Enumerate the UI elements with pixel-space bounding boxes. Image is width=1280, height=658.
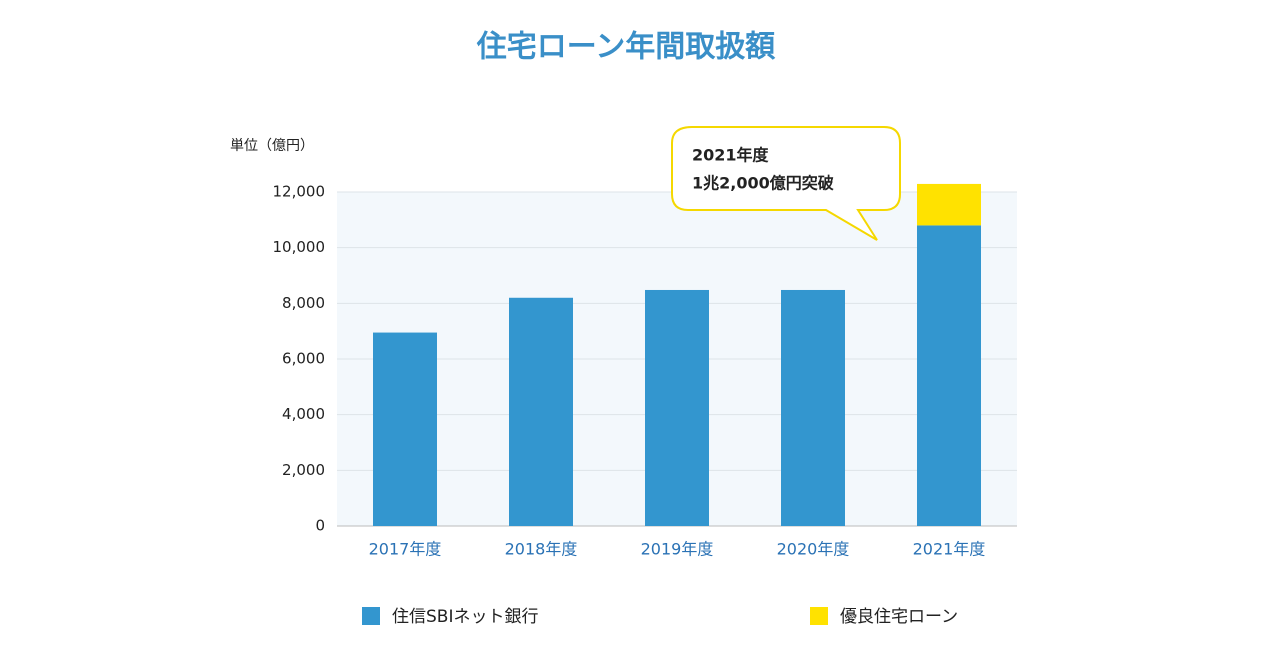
legend: 住信SBIネット銀行 優良住宅ローン: [362, 607, 958, 627]
legend-swatch: [362, 607, 380, 625]
grid: 0 2,000 4,000 6,000 8,000 10,000 12,000: [273, 183, 1017, 535]
y-tick-label: 8,000: [282, 294, 325, 312]
x-tick-label: 2020年度: [777, 540, 850, 559]
bar-segment: [917, 225, 981, 526]
y-tick-label: 12,000: [273, 183, 326, 201]
x-tick-label: 2019年度: [641, 540, 714, 559]
legend-swatch: [810, 607, 828, 625]
callout-text: 2021年度: [692, 146, 770, 165]
bar-segment: [781, 289, 845, 526]
legend-label: 優良住宅ローン: [840, 607, 958, 627]
bars: 2017年度 2018年度 2019年度 2020年度 2021年度: [369, 183, 986, 559]
bar-segment: [373, 332, 437, 526]
x-tick-label: 2021年度: [913, 540, 986, 559]
chart-title: 住宅ローン年間取扱額: [476, 30, 776, 65]
y-tick-label: 10,000: [273, 238, 326, 256]
y-tick-label: 0: [315, 517, 325, 535]
y-tick-label: 2,000: [282, 461, 325, 479]
y-tick-label: 6,000: [282, 350, 325, 368]
callout-text: 1兆2,000億円突破: [692, 174, 834, 193]
y-tick-label: 4,000: [282, 405, 325, 423]
bar-segment: [509, 297, 573, 526]
x-tick-label: 2017年度: [369, 540, 442, 559]
bar-segment: [917, 183, 981, 226]
y-axis-label: 単位（億円）: [230, 138, 314, 154]
x-tick-label: 2018年度: [505, 540, 578, 559]
callout-bubble: [671, 126, 901, 241]
legend-label: 住信SBIネット銀行: [392, 607, 538, 627]
bar-segment: [645, 289, 709, 526]
